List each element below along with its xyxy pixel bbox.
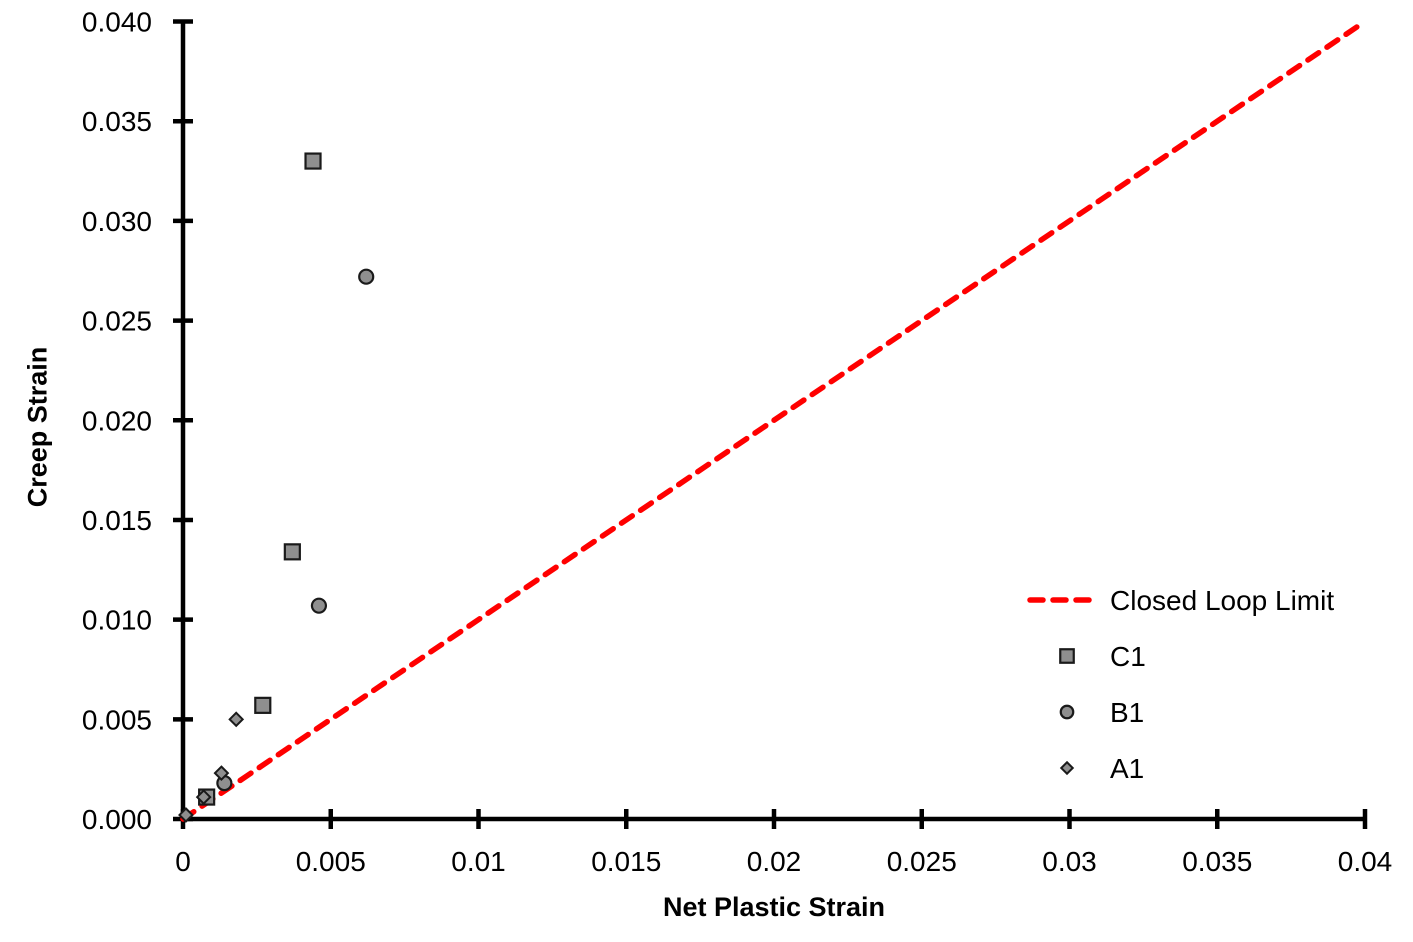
data-point-A1 bbox=[228, 711, 245, 728]
data-point-C1 bbox=[283, 543, 301, 561]
data-point-C1 bbox=[304, 152, 322, 170]
data-point-A1 bbox=[195, 789, 212, 805]
x-axis-title: Net Plastic Strain bbox=[662, 892, 886, 922]
x-tick-label: 0.025 bbox=[887, 846, 957, 877]
y-tick-label: 0.025 bbox=[82, 306, 152, 337]
x-tick-label: 0.01 bbox=[451, 846, 506, 877]
x-tick-label: 0.02 bbox=[747, 846, 802, 877]
y-tick-label: 0.020 bbox=[82, 405, 152, 436]
data-point-B1 bbox=[358, 268, 375, 285]
data-point-B1 bbox=[310, 597, 328, 614]
x-tick-label: 0.035 bbox=[1182, 846, 1252, 877]
data-point-A1 bbox=[178, 807, 194, 823]
legend-marker-A1 bbox=[1059, 760, 1075, 776]
y-tick-label: 0.015 bbox=[82, 505, 152, 536]
x-tick-label: 0.005 bbox=[296, 846, 366, 877]
y-tick-label: 0.030 bbox=[82, 206, 152, 237]
legend-label: B1 bbox=[1110, 697, 1144, 728]
legend-label: C1 bbox=[1110, 641, 1146, 672]
y-tick-label: 0.010 bbox=[82, 605, 152, 636]
y-tick-label: 0.035 bbox=[82, 106, 152, 137]
x-tick-label: 0.015 bbox=[591, 846, 661, 877]
x-tick-label: 0.03 bbox=[1042, 846, 1097, 877]
data-point-C1 bbox=[254, 696, 272, 714]
y-axis-title: Creep Strain bbox=[22, 346, 53, 508]
legend-marker-B1 bbox=[1059, 704, 1075, 720]
closed-loop-limit-line bbox=[180, 18, 1368, 822]
x-tick-label: 0 bbox=[175, 846, 191, 877]
legend-marker-C1 bbox=[1059, 648, 1075, 664]
data-point-A1 bbox=[213, 765, 230, 782]
legend-label: Closed Loop Limit bbox=[1110, 585, 1334, 616]
legend-label: A1 bbox=[1110, 753, 1144, 784]
y-tick-label: 0.005 bbox=[82, 704, 152, 735]
y-tick-label: 0.040 bbox=[82, 7, 152, 38]
x-tick-label: 0.04 bbox=[1338, 846, 1393, 877]
y-tick-label: 0.000 bbox=[82, 804, 152, 835]
